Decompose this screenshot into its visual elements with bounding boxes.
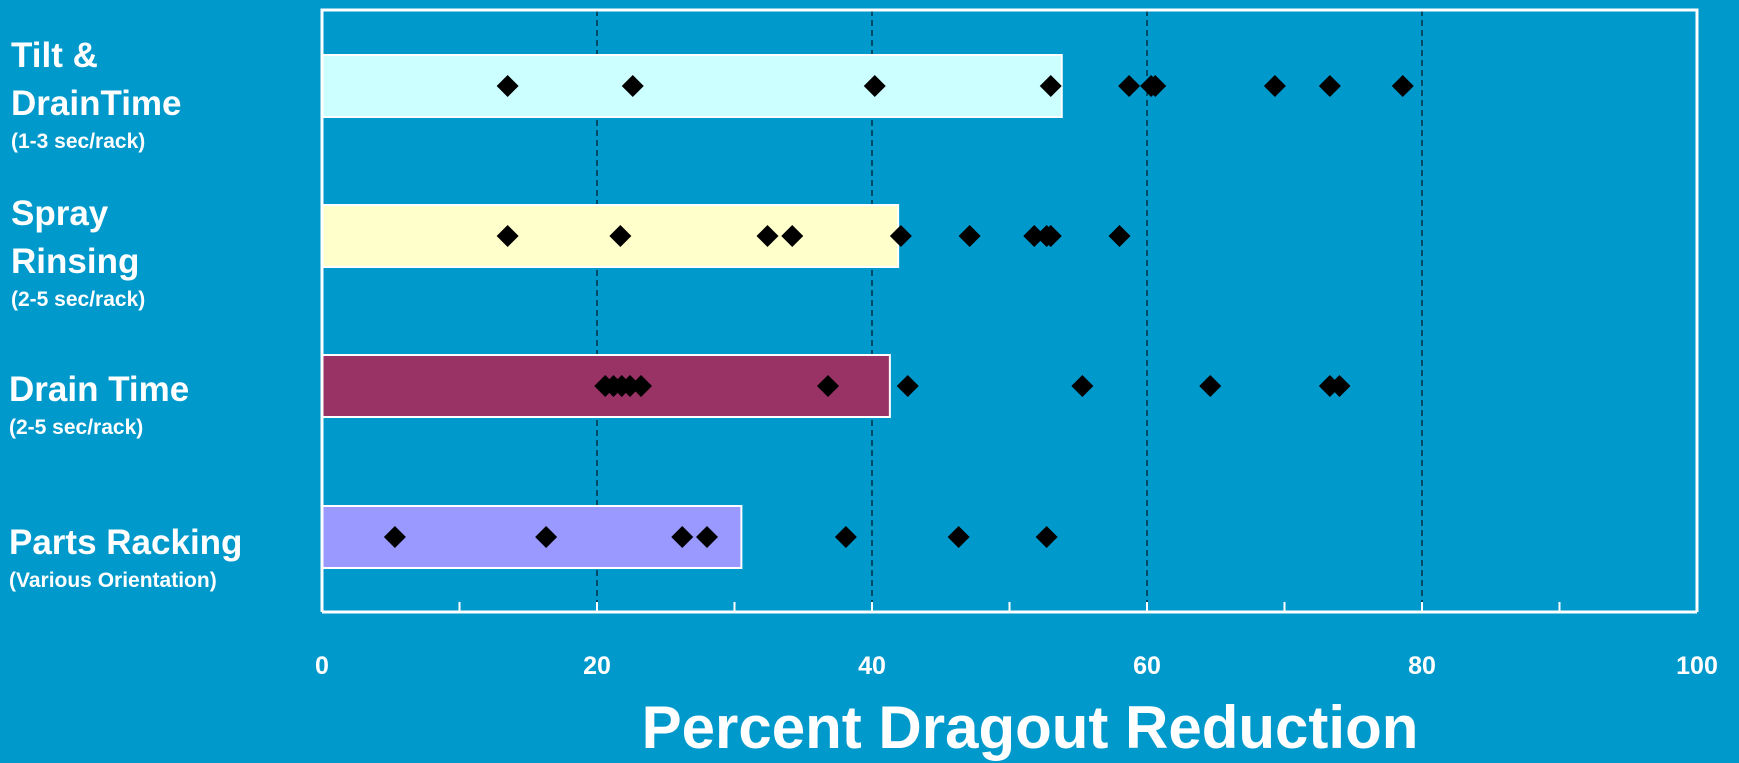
data-point xyxy=(1039,225,1062,247)
data-point xyxy=(958,225,981,247)
data-point xyxy=(1318,75,1341,97)
category-label-spray-rinsing: Spray Rinsing (2-5 sec/rack) xyxy=(11,190,145,314)
x-tick-label: 20 xyxy=(583,652,611,680)
x-axis-title: Percent Dragout Reduction xyxy=(641,694,1419,761)
category-label-line: DrainTime xyxy=(11,84,182,123)
data-point xyxy=(609,225,632,247)
data-point xyxy=(1035,526,1058,548)
data-point xyxy=(696,526,718,548)
data-point xyxy=(1199,375,1222,397)
data-point xyxy=(1071,375,1094,397)
data-point xyxy=(1328,375,1351,397)
data-point xyxy=(834,526,857,548)
x-tick-label: 60 xyxy=(1133,652,1161,680)
category-label-line: Parts Racking xyxy=(9,523,243,562)
data-point xyxy=(889,225,912,247)
data-point xyxy=(496,225,519,247)
data-point xyxy=(630,375,652,397)
data-point xyxy=(947,526,970,548)
data-point xyxy=(1118,75,1141,97)
data-point xyxy=(781,225,804,247)
category-label-parts-racking: Parts Racking (Various Orientation) xyxy=(9,519,242,595)
data-point xyxy=(817,375,839,397)
data-point xyxy=(1023,225,1046,247)
data-point xyxy=(496,75,519,97)
category-label-line: Spray xyxy=(11,194,109,233)
data-point xyxy=(1108,225,1131,247)
category-sublabel: (2-5 sec/rack) xyxy=(9,416,144,439)
plot-frame xyxy=(320,8,1699,612)
category-label-line: Drain Time xyxy=(9,370,190,409)
data-point xyxy=(756,225,779,247)
x-tick-label: 0 xyxy=(315,652,329,680)
data-point xyxy=(1263,75,1286,97)
data-point xyxy=(535,526,558,548)
data-point xyxy=(383,526,406,548)
x-tick-label: 80 xyxy=(1408,652,1436,680)
data-point xyxy=(1391,75,1414,97)
category-sublabel: (1-3 sec/rack) xyxy=(11,130,146,153)
bar xyxy=(321,54,1063,118)
category-label-drain-time: Drain Time (2-5 sec/rack) xyxy=(9,366,189,442)
data-point xyxy=(1039,75,1062,97)
x-tick-label: 100 xyxy=(1676,652,1718,680)
category-label-line: Tilt & xyxy=(11,36,98,75)
data-point xyxy=(621,75,644,97)
data-point xyxy=(896,375,919,397)
category-label-tilt-drain: Tilt & DrainTime (1-3 sec/rack) xyxy=(11,32,182,156)
data-point xyxy=(863,75,886,97)
category-sublabel: (2-5 sec/rack) xyxy=(11,288,146,311)
x-tick-label: 40 xyxy=(858,652,886,680)
data-point xyxy=(1144,75,1167,97)
category-sublabel: (Various Orientation) xyxy=(9,569,217,592)
data-point xyxy=(671,526,694,548)
category-label-line: Rinsing xyxy=(11,242,140,281)
